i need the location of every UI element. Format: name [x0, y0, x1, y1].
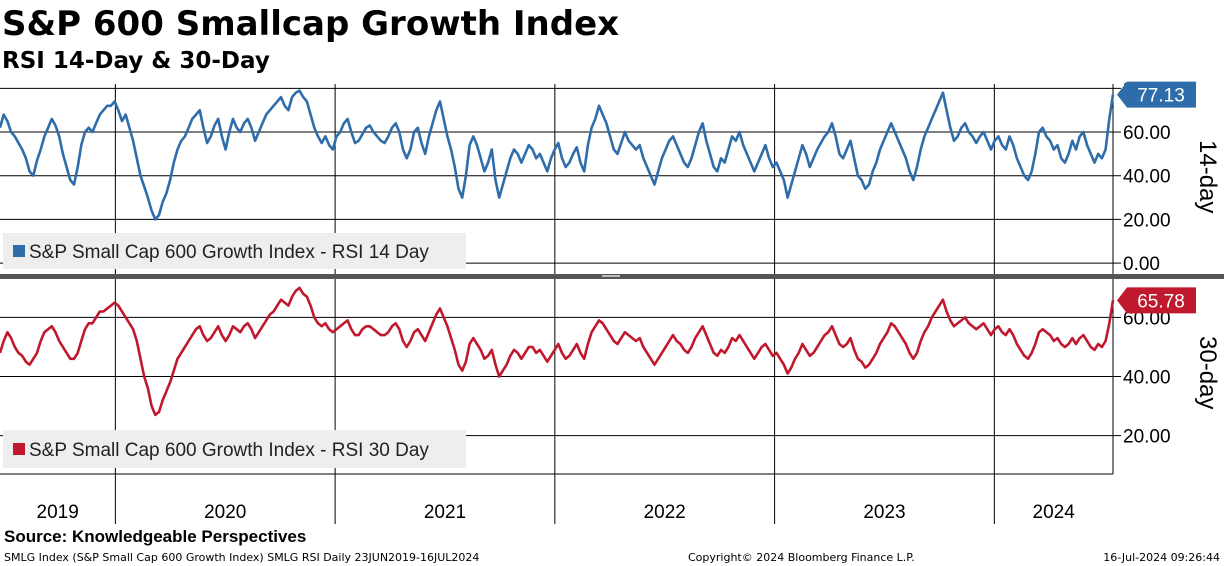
- rsi30-last-value-badge: [1117, 287, 1196, 314]
- x-axis-year-label: 2024: [1033, 502, 1076, 523]
- rsi30-legend-label: S&P Small Cap 600 Growth Index - RSI 30 …: [29, 440, 429, 461]
- rsi30-legend: S&P Small Cap 600 Growth Index - RSI 30 …: [3, 430, 466, 468]
- x-axis-year-label: 2019: [37, 502, 79, 523]
- rsi30-ytick-label: 20.00: [1123, 427, 1171, 448]
- rsi14-ytick-label: 20.00: [1123, 210, 1171, 231]
- chart-subtitle: RSI 14-Day & 30-Day: [2, 48, 270, 74]
- rsi30-ytick-label: 60.00: [1123, 308, 1171, 329]
- rsi30-ytick-label: 40.00: [1123, 368, 1171, 389]
- rsi30-last-value-label: 65.78: [1137, 291, 1185, 312]
- copyright: Copyright© 2024 Bloomberg Finance L.P.: [688, 551, 915, 564]
- x-axis-year-label: 2021: [424, 502, 466, 523]
- rsi14-ytick-label: 0.00: [1123, 254, 1160, 275]
- rsi14-last-value-label: 77.13: [1137, 86, 1185, 107]
- rsi14-legend-label: S&P Small Cap 600 Growth Index - RSI 14 …: [29, 242, 429, 263]
- rsi30-line: [0, 286, 1115, 417]
- ticker-info: SMLG Index (S&P Small Cap 600 Growth Ind…: [4, 551, 479, 564]
- chart-title: S&P 600 Smallcap Growth Index: [2, 4, 619, 44]
- rsi14-line: [0, 89, 1115, 221]
- rsi30-legend-swatch: [13, 443, 25, 455]
- timestamp: 16-Jul-2024 09:26:44: [1103, 551, 1220, 564]
- rsi14-legend-swatch: [13, 245, 25, 257]
- rsi14-legend: S&P Small Cap 600 Growth Index - RSI 14 …: [3, 233, 466, 269]
- x-axis-year-label: 2022: [644, 502, 686, 523]
- rsi14-legend-box: [3, 233, 466, 269]
- x-axis-year-label: 2020: [204, 502, 246, 523]
- rsi14-side-label: 14-day: [1194, 140, 1221, 213]
- x-axis-year-label: 2023: [863, 502, 905, 523]
- rsi14-ytick-label: 60.00: [1123, 123, 1171, 144]
- rsi30-legend-box: [3, 430, 466, 468]
- rsi14-ytick-label: 40.00: [1123, 167, 1171, 188]
- source-label: Source: Knowledgeable Perspectives: [4, 527, 306, 546]
- rsi30-side-label: 30-day: [1194, 336, 1221, 409]
- rsi14-last-value-badge: [1117, 81, 1196, 108]
- x-axis-year-labels: 2019 2020 2021 2022 2023 2024: [37, 474, 1076, 524]
- panel-divider-handle[interactable]: [602, 275, 620, 277]
